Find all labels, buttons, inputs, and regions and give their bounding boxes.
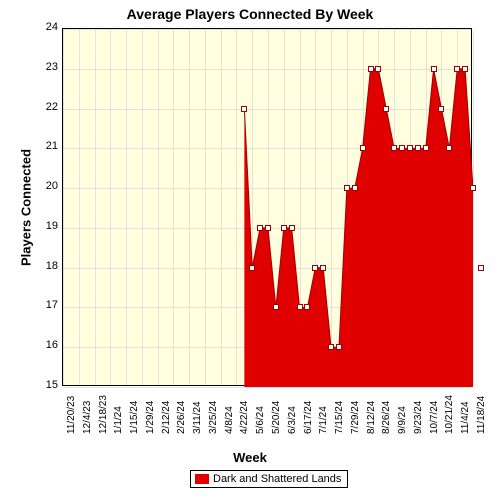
x-tick-label: 7/15/24 <box>334 401 345 434</box>
data-marker <box>281 225 287 231</box>
data-marker <box>265 225 271 231</box>
x-tick-label: 5/20/24 <box>271 401 282 434</box>
data-marker <box>423 145 429 151</box>
data-marker <box>328 344 334 350</box>
x-tick-label: 11/20/23 <box>66 396 77 434</box>
data-marker <box>391 145 397 151</box>
x-tick-label: 11/4/24 <box>460 401 471 434</box>
data-marker <box>289 225 295 231</box>
chart-container: Average Players Connected By Week Player… <box>0 0 500 500</box>
x-tick-label: 1/15/24 <box>129 401 140 434</box>
y-tick-label: 15 <box>34 379 58 391</box>
y-tick-label: 23 <box>34 61 58 73</box>
y-tick-label: 16 <box>34 339 58 351</box>
chart-title: Average Players Connected By Week <box>0 0 500 22</box>
x-tick-label: 11/18/24 <box>476 396 487 434</box>
gridline-h <box>63 387 471 388</box>
data-marker <box>304 304 310 310</box>
data-marker <box>438 106 444 112</box>
x-tick-label: 7/1/24 <box>318 406 329 434</box>
legend-swatch <box>195 474 209 484</box>
data-marker <box>273 304 279 310</box>
area-svg <box>63 29 473 387</box>
x-tick-label: 3/25/24 <box>208 401 219 434</box>
x-tick-label: 10/21/24 <box>444 395 455 434</box>
x-tick-label: 4/8/24 <box>224 406 235 434</box>
data-marker <box>352 185 358 191</box>
legend: Dark and Shattered Lands <box>190 470 348 488</box>
x-tick-label: 12/18/23 <box>98 395 109 434</box>
x-tick-label: 8/12/24 <box>366 401 377 434</box>
y-tick-label: 21 <box>34 140 58 152</box>
x-tick-label: 2/26/24 <box>176 401 187 434</box>
x-tick-label: 6/17/24 <box>303 401 314 434</box>
data-marker <box>320 265 326 271</box>
data-marker <box>257 225 263 231</box>
y-tick-label: 22 <box>34 101 58 113</box>
y-tick-label: 24 <box>34 21 58 33</box>
data-marker <box>470 185 476 191</box>
data-marker <box>375 66 381 72</box>
x-tick-label: 1/29/24 <box>145 401 156 434</box>
y-tick-label: 19 <box>34 220 58 232</box>
data-marker <box>407 145 413 151</box>
x-tick-label: 9/9/24 <box>397 406 408 434</box>
x-tick-label: 9/23/24 <box>413 401 424 434</box>
x-tick-label: 6/3/24 <box>287 406 298 434</box>
x-tick-label: 7/29/24 <box>350 401 361 434</box>
y-tick-label: 17 <box>34 299 58 311</box>
x-axis-label: Week <box>220 450 280 465</box>
x-tick-label: 8/26/24 <box>381 401 392 434</box>
plot-area <box>62 28 472 386</box>
data-marker <box>383 106 389 112</box>
data-marker <box>241 106 247 112</box>
x-tick-label: 5/6/24 <box>255 406 266 434</box>
x-tick-label: 4/22/24 <box>239 401 250 434</box>
y-tick-label: 20 <box>34 180 58 192</box>
gridline-v <box>473 29 474 385</box>
legend-label: Dark and Shattered Lands <box>213 473 341 485</box>
data-marker <box>336 344 342 350</box>
data-marker <box>399 145 405 151</box>
data-marker <box>478 265 484 271</box>
data-marker <box>297 304 303 310</box>
data-marker <box>368 66 374 72</box>
x-tick-label: 2/12/24 <box>161 401 172 434</box>
x-tick-label: 1/1/24 <box>113 406 124 434</box>
data-marker <box>446 145 452 151</box>
x-tick-label: 10/7/24 <box>429 401 440 434</box>
data-marker <box>312 265 318 271</box>
x-tick-label: 12/4/23 <box>82 401 93 434</box>
data-marker <box>360 145 366 151</box>
data-marker <box>454 66 460 72</box>
data-marker <box>462 66 468 72</box>
data-marker <box>249 265 255 271</box>
area-fill <box>244 69 473 387</box>
data-marker <box>415 145 421 151</box>
data-marker <box>431 66 437 72</box>
data-marker <box>344 185 350 191</box>
y-axis-label: Players Connected <box>19 148 34 268</box>
x-tick-label: 3/11/24 <box>192 401 203 434</box>
y-tick-label: 18 <box>34 260 58 272</box>
